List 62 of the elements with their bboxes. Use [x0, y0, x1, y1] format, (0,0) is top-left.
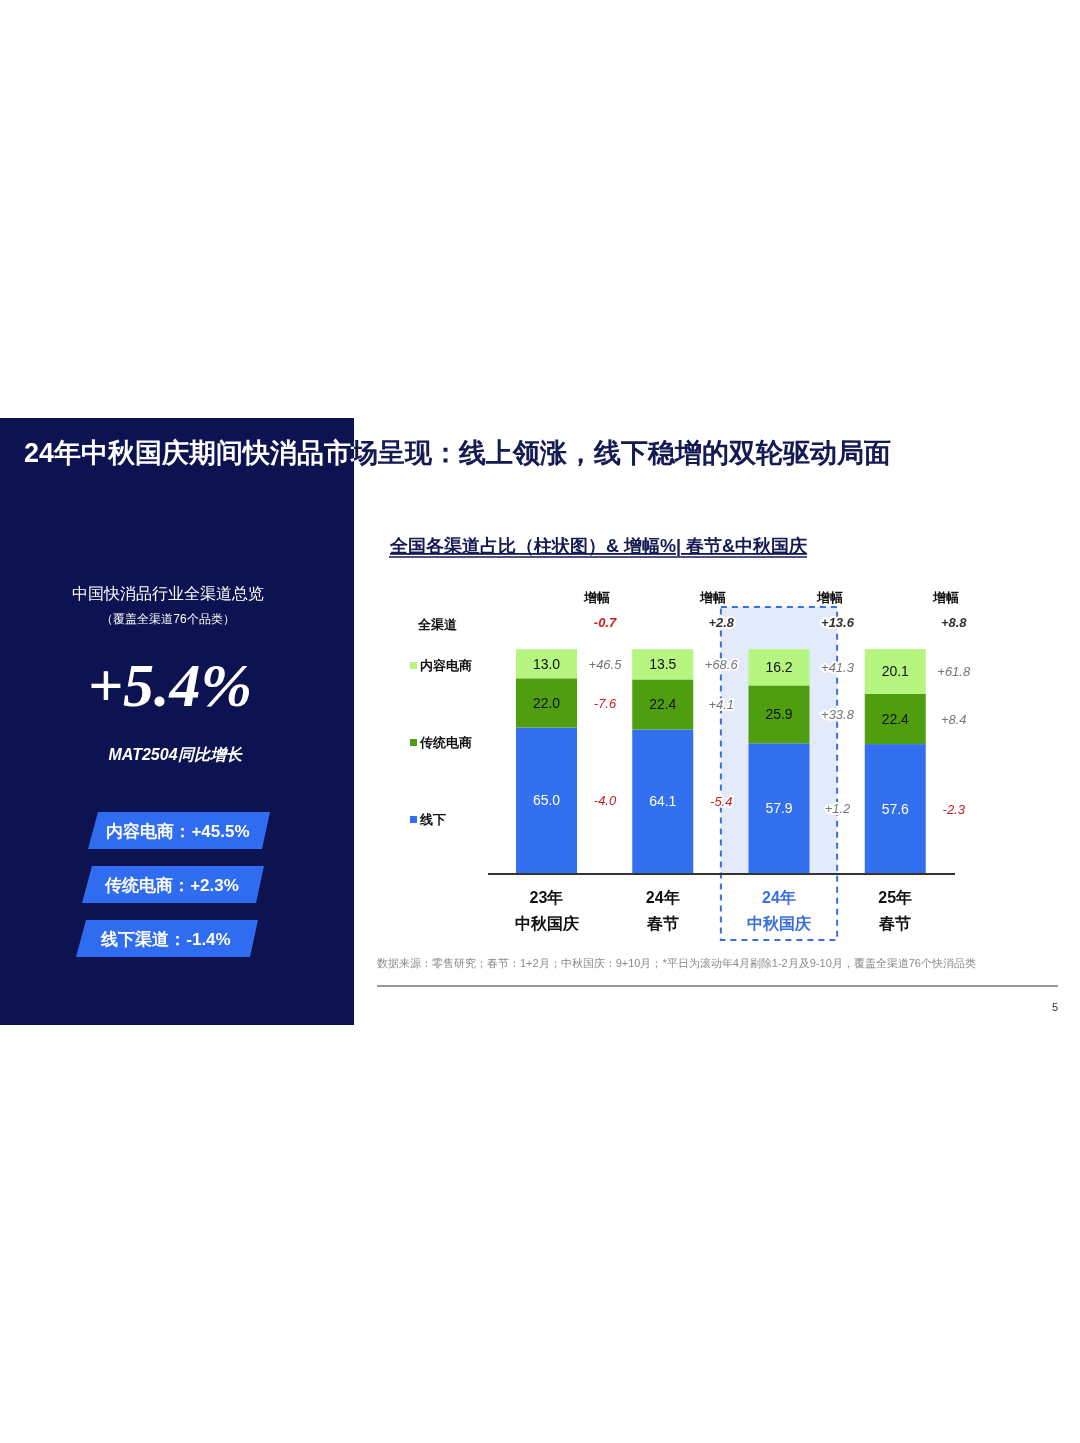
data-label: 64.1 — [649, 793, 677, 810]
source-note: 数据来源：零售研究；春节：1+2月；中秋国庆：9+10月；*平日为滚动年4月剔除1-2月及9-10月，覆盖全渠道76个快消品类 — [377, 957, 976, 969]
bar — [864, 693, 926, 745]
text: 增幅 — [699, 590, 727, 605]
annotation: -2.3 — [942, 801, 966, 817]
bar — [632, 649, 694, 680]
annotation: +41.3 — [821, 660, 855, 676]
x-tick-label: 24年春节 — [645, 889, 680, 932]
bar — [748, 743, 810, 873]
annotation: -7.6 — [593, 695, 617, 711]
annotation: -4.0 — [593, 793, 617, 809]
text: +8.8 — [940, 615, 968, 630]
bar — [516, 727, 577, 873]
text: 增幅 — [815, 590, 843, 605]
text: +13.6 — [821, 615, 855, 630]
data-label: 65.0 — [532, 792, 561, 809]
text: MAT2504同比增长 — [108, 746, 243, 763]
annotation: +1.2 — [824, 801, 852, 817]
text: 增幅 — [931, 590, 959, 605]
data-label: 57.6 — [881, 800, 910, 817]
text: 中国快消品行业全渠道总览 — [72, 585, 264, 602]
annotation: +68.6 — [704, 657, 739, 673]
text: 内容电商：+45.5% — [106, 822, 250, 841]
text: -0.7 — [593, 615, 617, 630]
data-label: 22.4 — [881, 711, 910, 728]
data-label: 25.9 — [765, 706, 793, 723]
legend-label: 内容电商 — [420, 658, 472, 673]
legend-label: 传统电商 — [419, 735, 472, 750]
text: （覆盖全渠道76个品类） — [101, 612, 235, 626]
data-label: 16.2 — [765, 659, 793, 676]
annotation: +46.5 — [588, 656, 623, 672]
bar — [632, 679, 694, 730]
x-tick-label: 24年中秋国庆 — [747, 889, 811, 932]
bar — [516, 649, 577, 679]
bar — [864, 649, 926, 694]
bar — [632, 729, 694, 873]
annotation: +61.8 — [937, 664, 971, 680]
text: 线下渠道：-1.4% — [100, 930, 231, 949]
data-label: 13.0 — [532, 655, 561, 672]
x-tick-label: 25年春节 — [878, 889, 913, 932]
data-label: 20.1 — [881, 663, 910, 680]
annotation: -5.4 — [710, 794, 733, 810]
annotation: +4.1 — [708, 697, 735, 713]
text: 增幅 — [583, 590, 610, 605]
text: +5.4% — [87, 651, 253, 719]
legend-label: 线下 — [419, 812, 446, 827]
data-label: 22.4 — [649, 696, 677, 713]
annotation: +8.4 — [940, 712, 967, 728]
x-tick-label: 23年中秋国庆 — [514, 889, 579, 932]
annotation: +33.8 — [821, 707, 855, 723]
text: 传统电商：+2.3% — [104, 876, 239, 895]
data-label: 57.9 — [765, 800, 793, 817]
text: 全渠道 — [417, 617, 458, 632]
bar — [748, 649, 810, 686]
bar — [864, 744, 926, 873]
text: 5 — [1051, 1001, 1058, 1013]
data-label: 13.5 — [649, 656, 677, 673]
chart-subtitle: 全国各渠道占比（柱状图）& 增幅%| 春节&中秋国庆 — [389, 536, 808, 556]
text: +2.8 — [708, 615, 735, 630]
bar — [748, 685, 810, 744]
data-label: 22.0 — [532, 694, 561, 711]
bar — [516, 678, 577, 728]
